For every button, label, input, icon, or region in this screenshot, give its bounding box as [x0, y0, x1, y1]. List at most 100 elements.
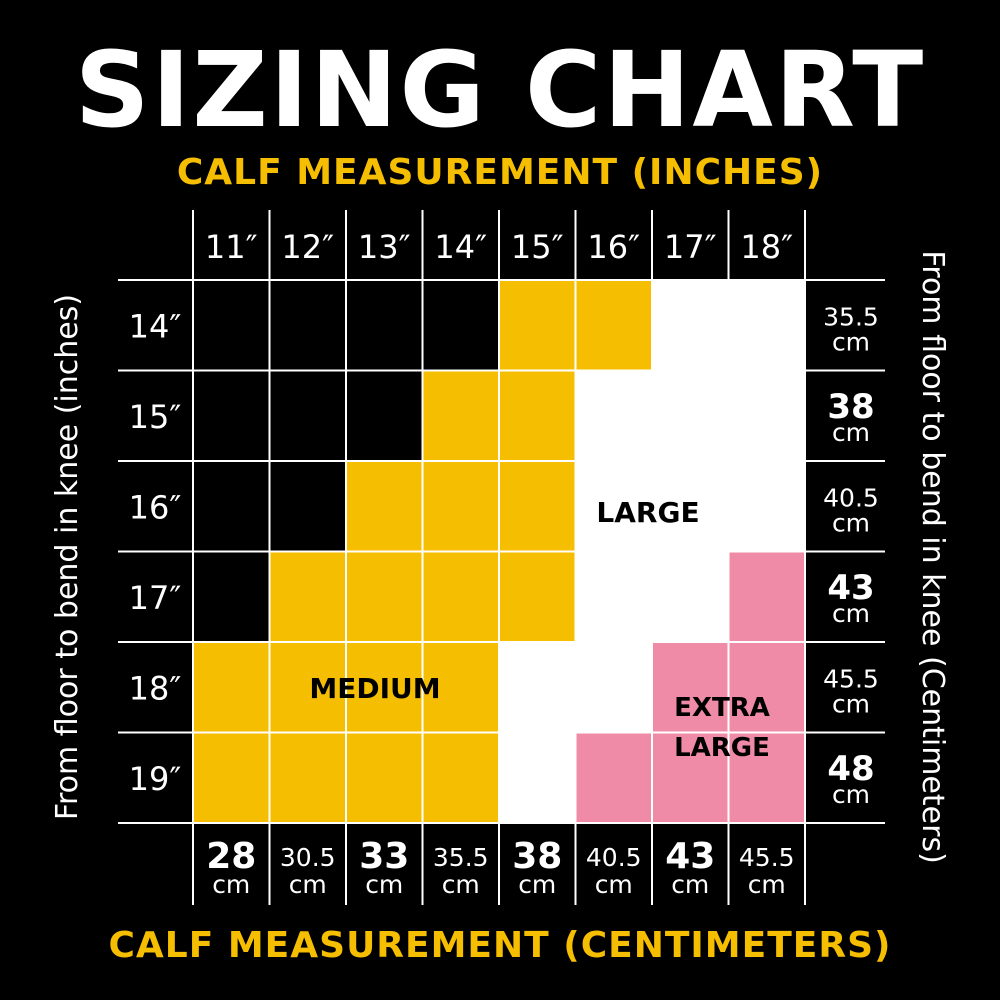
row-inch-label: 14″	[129, 307, 182, 345]
row-cm-value: 43	[827, 568, 874, 608]
size-cell-none	[193, 551, 270, 643]
grid-lines	[118, 210, 885, 905]
size-cell-large	[728, 280, 806, 371]
size-cell-none	[422, 280, 500, 371]
axis-labels: 11″ 12″ 13″ 14″ 15″ 16″ 17″ 18″28cm30.5cm33cm35…	[129, 228, 879, 899]
size-cell-medium	[346, 642, 423, 733]
size-cell-large	[575, 642, 653, 733]
column-cm-value: 40.5	[586, 843, 642, 872]
column-cm-unit: cm	[442, 870, 480, 899]
extra-large-region-label-line1: EXTRA	[674, 693, 770, 723]
size-cell-large	[652, 370, 729, 462]
size-cell-medium	[575, 280, 653, 371]
row-cm-unit: cm	[832, 508, 870, 537]
size-cell-none	[269, 280, 347, 371]
row-inch-label: 17″	[129, 579, 182, 617]
column-cm-value: 33	[359, 836, 409, 877]
size-cell-extra-large	[652, 642, 729, 733]
size-cell-medium	[346, 551, 423, 643]
row-inch-label: 19″	[129, 760, 182, 798]
column-cm-value: 35.5	[433, 843, 489, 872]
size-cell-medium	[269, 551, 347, 643]
row-cm-value: 45.5	[823, 664, 879, 693]
row-cm-unit: cm	[832, 418, 870, 447]
size-cell-medium	[346, 732, 423, 824]
size-cell-medium	[422, 370, 500, 462]
row-cm-unit: cm	[832, 780, 870, 809]
size-cell-large	[575, 370, 653, 462]
column-cm-unit: cm	[518, 870, 556, 899]
column-inch-label: 13″	[358, 228, 411, 266]
row-cm-value: 48	[827, 749, 874, 789]
size-cell-medium	[193, 642, 270, 733]
row-cm-unit: cm	[832, 327, 870, 356]
row-cm-unit: cm	[832, 599, 870, 628]
size-cell-medium	[422, 461, 500, 552]
row-cm-unit: cm	[832, 689, 870, 718]
column-cm-value: 45.5	[739, 843, 795, 872]
size-cell-large	[652, 461, 729, 552]
size-cell-none	[269, 370, 347, 462]
size-cell-medium	[269, 732, 347, 824]
size-cell-none	[193, 370, 270, 462]
size-cell-medium	[346, 461, 423, 552]
row-cm-value: 38	[827, 387, 874, 427]
size-cell-medium	[499, 280, 576, 371]
size-cell-large	[575, 551, 653, 643]
size-cell-none	[269, 461, 347, 552]
column-inch-label: 14″	[434, 228, 487, 266]
size-cell-medium	[499, 461, 576, 552]
column-cm-value: 38	[512, 836, 562, 877]
size-cell-none	[193, 461, 270, 552]
row-cm-value: 35.5	[823, 302, 879, 331]
size-cell-extra-large	[575, 732, 653, 824]
row-inch-label: 18″	[129, 669, 182, 707]
column-inch-label: 17″	[664, 228, 717, 266]
calf-inches-heading: CALF MEASUREMENT (INCHES)	[176, 152, 824, 193]
column-cm-unit: cm	[748, 870, 786, 899]
size-cell-medium	[499, 370, 576, 462]
column-cm-unit: cm	[212, 870, 250, 899]
column-cm-unit: cm	[595, 870, 633, 899]
calf-cm-heading: CALF MEASUREMENT (CENTIMETERS)	[108, 925, 892, 966]
size-cell-none	[346, 370, 423, 462]
row-inch-label: 16″	[129, 488, 182, 526]
column-cm-value: 28	[206, 836, 256, 877]
size-cell-large	[728, 370, 806, 462]
size-cell-none	[193, 280, 270, 371]
medium-region-label: MEDIUM	[309, 672, 440, 705]
size-cell-large	[652, 280, 729, 371]
size-cell-extra-large	[728, 732, 806, 824]
column-inch-label: 16″	[587, 228, 640, 266]
column-inch-label: 15″	[511, 228, 564, 266]
size-cell-extra-large	[652, 732, 729, 824]
column-cm-unit: cm	[289, 870, 327, 899]
row-inch-label: 15″	[129, 398, 182, 436]
size-cell-medium	[422, 551, 500, 643]
column-cm-value: 30.5	[280, 843, 336, 872]
size-cell-large	[499, 642, 576, 733]
column-cm-value: 43	[665, 836, 715, 877]
size-region-labels: MEDIUM LARGE EXTRA LARGE	[309, 496, 770, 763]
size-cell-large	[652, 551, 729, 643]
column-cm-unit: cm	[671, 870, 709, 899]
size-cell-medium	[499, 551, 576, 643]
extra-large-region-label-line2: LARGE	[674, 733, 770, 763]
size-cell-none	[346, 280, 423, 371]
column-inch-label: 12″	[281, 228, 334, 266]
size-cell-extra-large	[728, 642, 806, 733]
size-cell-medium	[422, 732, 500, 824]
chart-title: SIZING CHART	[74, 29, 926, 151]
size-cell-medium	[422, 642, 500, 733]
large-region-label: LARGE	[596, 496, 699, 529]
size-cell-medium	[193, 732, 270, 824]
size-cell-large	[499, 732, 576, 824]
column-cm-unit: cm	[365, 870, 403, 899]
size-cell-medium	[269, 642, 347, 733]
size-cell-large	[575, 461, 653, 552]
size-cell-large	[728, 461, 806, 552]
row-cm-value: 40.5	[823, 483, 879, 512]
column-inch-label: 11″	[205, 228, 258, 266]
size-cell-extra-large	[728, 551, 806, 643]
